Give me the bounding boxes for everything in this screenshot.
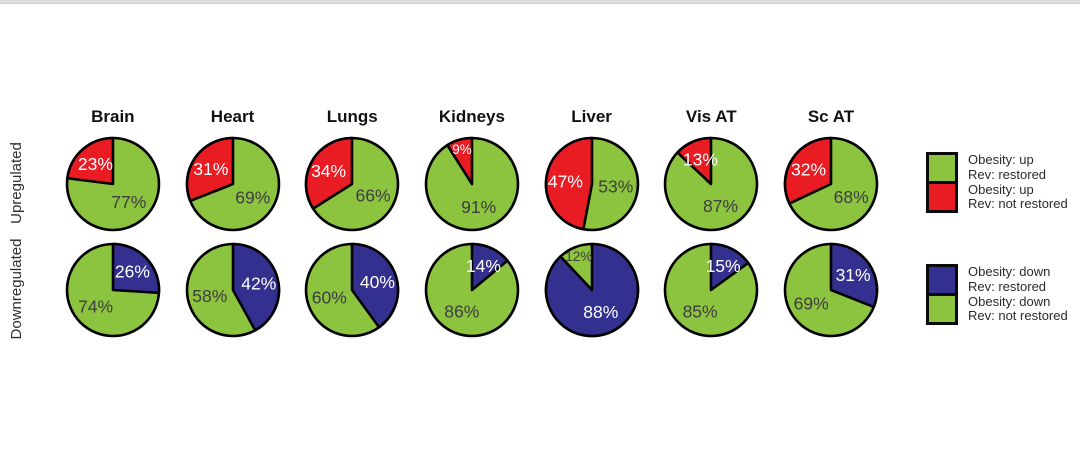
- organ-column-vis-at: Vis AT 13% 87% 15% 85%: [651, 105, 771, 343]
- svg-text:87%: 87%: [703, 196, 738, 216]
- legend-line: Obesity: up: [968, 181, 1034, 197]
- organ-column-heart: Heart 31% 69% 42% 58%: [173, 105, 293, 343]
- svg-text:31%: 31%: [836, 265, 871, 285]
- svg-text:23%: 23%: [78, 154, 113, 174]
- legend-downregulated: Obesity: down Rev: restored Obesity: dow…: [926, 264, 1068, 325]
- svg-text:77%: 77%: [111, 192, 146, 212]
- pie-upregulated-brain: 23% 77%: [65, 136, 161, 232]
- organ-title-liver: Liver: [571, 107, 612, 126]
- svg-text:85%: 85%: [683, 301, 718, 321]
- legend-swatch-red-up: [926, 181, 958, 213]
- legend-line: Obesity: up: [968, 152, 1034, 167]
- organ-column-kidneys: Kidneys 9% 91% 14% 86%: [412, 105, 532, 343]
- pie-upregulated-vis-at: 13% 87%: [663, 136, 759, 232]
- organ-title-heart: Heart: [210, 107, 255, 126]
- svg-text:69%: 69%: [794, 293, 829, 313]
- svg-text:26%: 26%: [115, 262, 150, 282]
- svg-text:68%: 68%: [834, 187, 869, 207]
- legend-swatch-green-up: [926, 152, 958, 184]
- organ-column-liver: Liver 47% 53% 88% 12%: [532, 105, 652, 343]
- pie-downregulated-heart: 42% 58%: [185, 242, 280, 338]
- pie-downregulated-lungs: 40% 60%: [304, 242, 400, 338]
- svg-text:40%: 40%: [360, 272, 395, 292]
- svg-text:32%: 32%: [791, 160, 826, 180]
- pie-grid: Brain 23% 77% 26% 74% Heart 31% 69% 42% 58% …: [53, 105, 891, 343]
- pie-downregulated-brain: 26%74%: [65, 242, 161, 338]
- legend-swatch-green-down: [926, 293, 958, 325]
- legend-swatch-blue-down: [926, 264, 958, 296]
- legend-downregulated-text: Obesity: down Rev: restored Obesity: dow…: [968, 264, 1068, 324]
- svg-text:34%: 34%: [311, 161, 346, 181]
- organ-title-lungs: Lungs: [326, 107, 378, 126]
- svg-text:58%: 58%: [192, 286, 227, 306]
- legend-line: Rev: not restored: [968, 196, 1068, 212]
- svg-text:74%: 74%: [78, 296, 113, 316]
- legend-line: Rev: restored: [968, 278, 1047, 294]
- legend-upregulated-swatches: [926, 152, 958, 213]
- pie-upregulated-heart: 31% 69%: [185, 136, 280, 232]
- legend-downregulated-swatches: [926, 264, 958, 325]
- legend-line: Obesity: down: [968, 293, 1051, 309]
- organ-title-vis-at: Vis AT: [685, 107, 737, 126]
- pie-downregulated-sc-at: 31% 69%: [783, 242, 879, 338]
- organ-column-sc-at: Sc AT 32% 68% 31% 69%: [771, 105, 891, 343]
- legend-upregulated: Obesity: up Rev: restored Obesity: up Re…: [926, 152, 1068, 213]
- svg-text:9%: 9%: [452, 142, 472, 157]
- svg-text:47%: 47%: [547, 172, 582, 192]
- pie-upregulated-lungs: 34% 66%: [304, 136, 400, 232]
- organ-column-brain: Brain 23% 77% 26% 74%: [53, 105, 173, 343]
- pie-upregulated-kidneys: 9% 91%: [424, 136, 520, 232]
- pie-downregulated-liver: 88% 12%: [544, 242, 639, 338]
- svg-text:42%: 42%: [241, 273, 276, 293]
- legend-line: Rev: not restored: [968, 308, 1068, 324]
- svg-text:12%: 12%: [565, 249, 592, 264]
- svg-text:66%: 66%: [356, 186, 391, 206]
- organ-column-lungs: Lungs 34% 66% 40% 60%: [292, 105, 412, 343]
- svg-text:69%: 69%: [235, 187, 270, 207]
- svg-text:14%: 14%: [466, 256, 501, 276]
- pie-downregulated-kidneys: 14% 86%: [424, 242, 520, 338]
- legend-line: Rev: restored: [968, 166, 1047, 182]
- legend-upregulated-text: Obesity: up Rev: restored Obesity: up Re…: [968, 152, 1068, 212]
- organ-title-brain: Brain: [91, 107, 135, 126]
- svg-text:60%: 60%: [312, 287, 347, 307]
- organ-title-sc-at: Sc AT: [807, 107, 855, 126]
- pie-upregulated-sc-at: 32% 68%: [783, 136, 879, 232]
- svg-text:13%: 13%: [683, 150, 718, 170]
- y-axis-label-downregulated: Downregulated: [8, 238, 25, 340]
- svg-text:88%: 88%: [583, 302, 618, 322]
- pie-downregulated-vis-at: 15% 85%: [663, 242, 759, 338]
- svg-text:91%: 91%: [461, 197, 496, 217]
- svg-text:53%: 53%: [598, 176, 633, 196]
- top-divider: [0, 0, 1080, 4]
- svg-text:86%: 86%: [444, 302, 479, 322]
- organ-title-kidneys: Kidneys: [438, 107, 505, 126]
- svg-text:15%: 15%: [706, 256, 741, 276]
- legend-line: Obesity: down: [968, 264, 1051, 279]
- pie-upregulated-liver: 47% 53%: [544, 136, 639, 232]
- svg-text:31%: 31%: [193, 159, 228, 179]
